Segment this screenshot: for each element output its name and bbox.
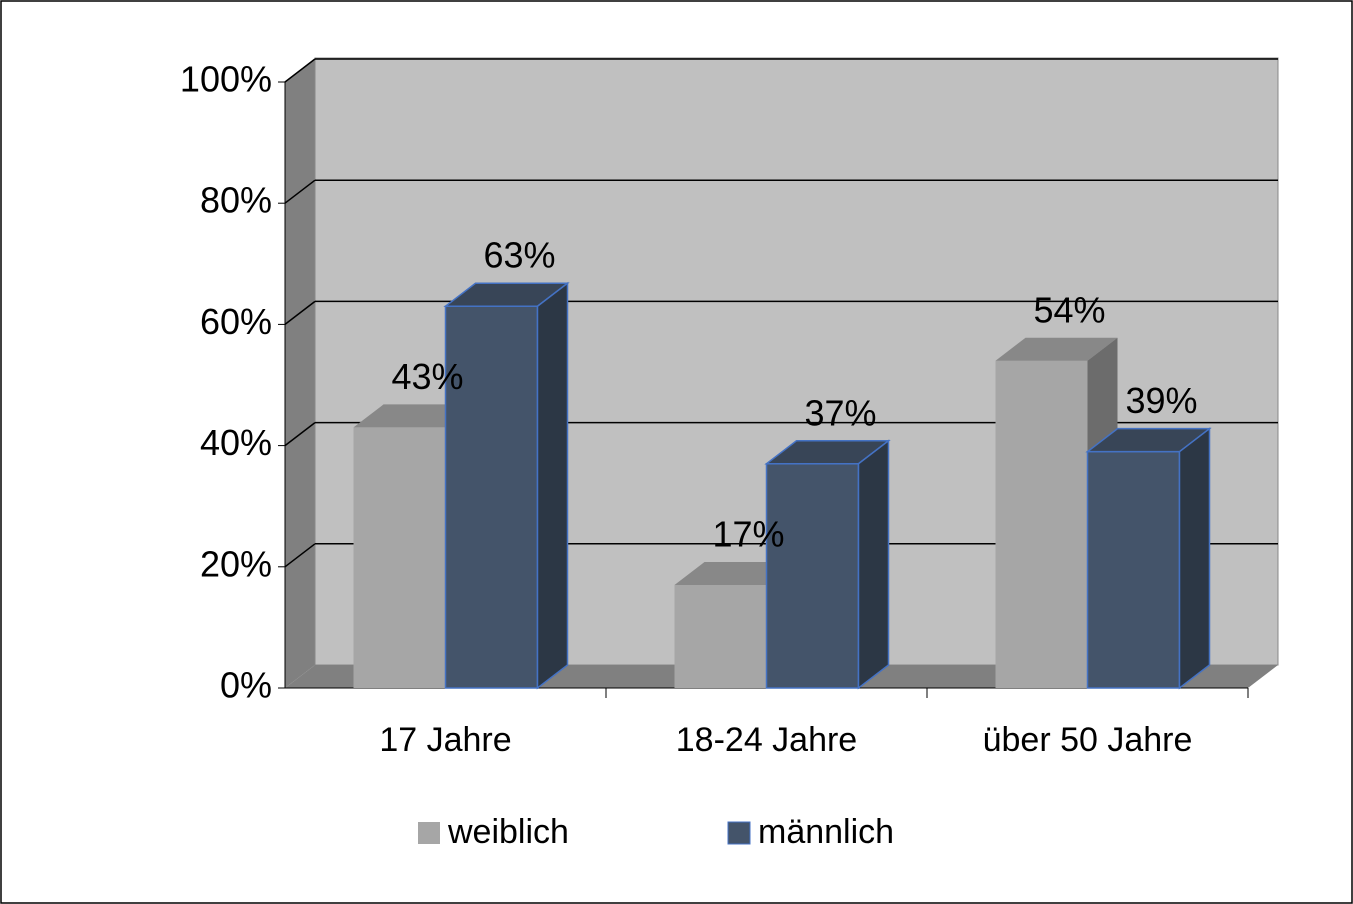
bar [1086,450,1181,689]
bar [353,427,446,688]
legend-swatch [727,821,751,845]
grid-line [284,58,316,83]
value-label: 17% [712,513,784,554]
side-wall [285,58,315,688]
value-label: 39% [1125,380,1197,421]
bar-side [857,439,890,690]
bar [674,584,767,688]
legend-label: männlich [758,813,894,851]
grid-line [284,300,316,325]
x-tick-label: 17 Jahre [379,721,511,759]
grid-line [284,179,316,204]
x-tick-label: über 50 Jahre [983,721,1193,759]
grid-line [284,543,316,568]
value-label: 43% [391,356,463,397]
bar [995,360,1088,688]
y-tick-label: 60% [200,301,272,342]
legend-label: weiblich [447,813,569,851]
y-tick-label: 80% [200,180,272,221]
legend-swatch [418,822,440,844]
x-tick-label: 18-24 Jahre [676,721,857,759]
y-tick-label: 20% [200,543,272,584]
bar-top [995,337,1118,361]
y-tick-label: 0% [220,665,272,706]
y-tick-label: 100% [180,59,272,100]
bar-side [1178,427,1211,690]
value-label: 63% [483,235,555,276]
bar [765,463,860,689]
y-tick-label: 40% [200,422,272,463]
value-label: 54% [1033,289,1105,330]
value-label: 37% [804,392,876,433]
grid-line [284,422,316,447]
bar-side [536,281,569,690]
